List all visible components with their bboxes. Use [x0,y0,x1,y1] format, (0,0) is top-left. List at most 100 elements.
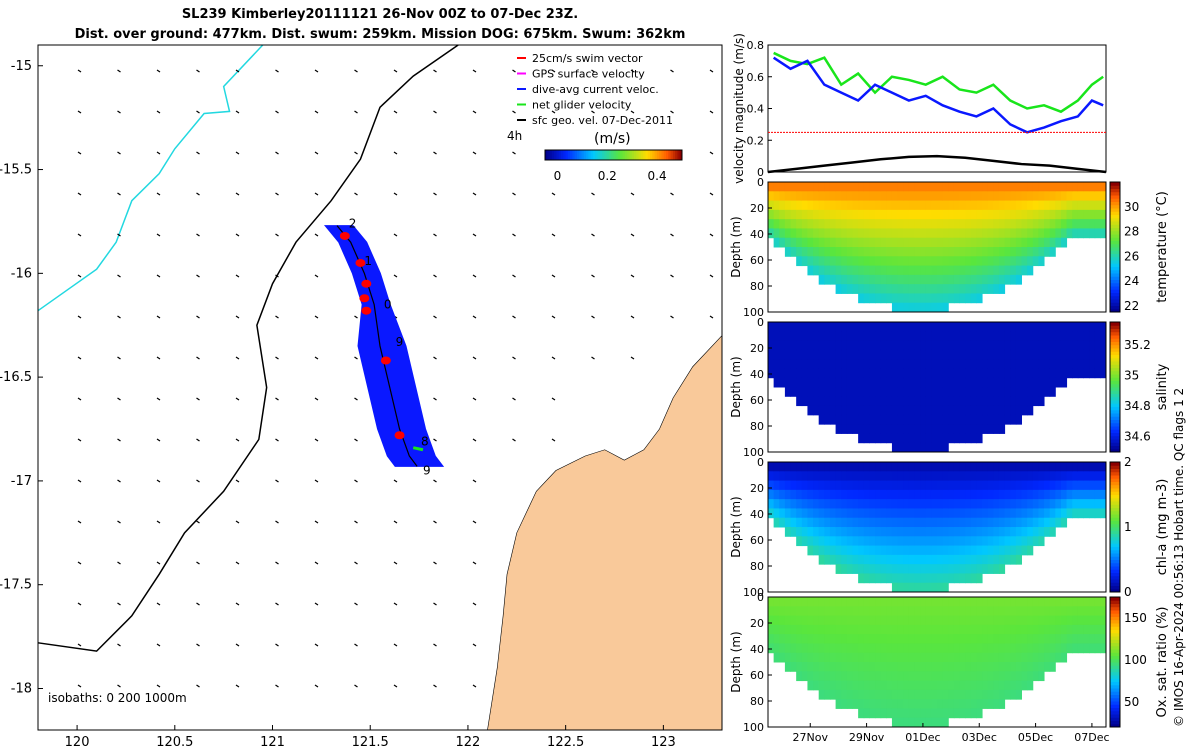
temperature-cell [931,237,938,248]
salinity-cell [993,387,1000,397]
temperature-cell [824,256,831,267]
chla-cell [863,554,870,565]
velocity-arrow [275,397,279,401]
temperature-cell [1055,182,1062,192]
temperature-cell [993,191,1000,202]
temperature-cell [970,274,977,285]
temperature-cell [982,200,989,211]
temperature-cell [1072,182,1079,192]
oxygen-cell [835,615,842,626]
temperature-cell [852,237,859,248]
oxygen-cell [829,689,837,700]
oxygen-cell [903,624,910,635]
chla-y-tick-label: 0 [757,456,764,469]
swim-vector-mark [380,356,391,365]
chla-cell [998,462,1006,472]
salinity-cell [897,396,904,407]
temperature-cell [897,219,904,229]
salinity-cell [1032,387,1039,397]
velocity-arrow [156,561,161,565]
chla-cell [953,499,961,509]
oxygen-cell [824,662,831,672]
temperature-cell [965,237,972,248]
salinity-cell [880,387,887,397]
colorbar-cell [629,150,633,160]
oxygen-cell [1010,643,1017,654]
velocity-series-line [773,51,1104,114]
salinity-panel [767,321,1121,453]
oxygen-cell [998,606,1006,617]
chla-cell [1004,462,1011,472]
temperature-colorbar-cell [1110,198,1120,202]
salinity-cell [869,349,876,360]
temperature-cell [903,293,910,304]
temperature-cell [931,200,938,211]
temperature-cell [773,228,780,239]
temperature-cell [970,219,977,229]
salinity-cell [970,424,977,434]
temperature-cell [1083,209,1090,220]
velocity-arrow [512,356,516,360]
salinity-cell [818,340,825,351]
velocity-arrow [314,356,319,360]
temperature-cell [1010,237,1017,248]
chla-frame [767,461,1107,593]
oxygen-cell [790,643,797,654]
salinity-cell [807,387,814,397]
temperature-cell [937,247,944,257]
temperature-colorbar-tick-label: 26 [1124,249,1139,263]
temperature-cell [987,200,994,211]
salinity-cell [982,349,989,360]
chla-cell [807,517,814,528]
chla-cell [824,489,831,500]
temperature-cell [1038,256,1045,267]
chla-cell [914,582,921,593]
oxygen-cell [773,652,780,663]
chla-colorbar-cell [1110,582,1120,586]
temperature-cell [1015,182,1022,192]
oxygen-cell [908,662,915,672]
temperature-cell [835,200,842,211]
temperature-cell [807,228,814,239]
temperature-cell [1055,200,1062,211]
oxygen-colorbar-cell [1110,642,1120,647]
chla-cell [942,582,949,593]
salinity-cell [858,396,865,407]
salinity-cell [869,424,876,434]
chla-cell [982,462,989,472]
velocity-arrow [354,643,358,647]
salinity-cell [858,322,865,332]
chla-y-tick-label: 20 [750,482,764,495]
velocity-arrow [117,438,121,442]
temperature-cell [920,247,927,257]
salinity-cell [1077,359,1084,369]
oxygen-cell [813,615,820,626]
salinity-cell [891,349,899,360]
oxygen-colorbar-cell [1110,610,1120,614]
temperature-cell [858,293,865,304]
temperature-cell [818,219,825,229]
chla-cell [976,536,983,547]
chla-cell [976,508,983,519]
temperature-cell [920,274,927,285]
chla-cell [891,508,899,519]
oxygen-cell [784,597,792,607]
chla-cell [959,517,966,528]
chla-cell [818,517,825,528]
temperature-cell [903,200,910,211]
salinity-cell [1027,377,1034,388]
temperature-cell [824,191,831,202]
oxygen-cell [903,643,910,654]
salinity-cell [931,349,938,360]
chla-cell [982,545,989,556]
salinity-cell [982,405,989,416]
temperature-cell [1066,219,1073,229]
salinity-cell [914,349,921,360]
salinity-cell [813,359,820,369]
chla-cell [970,499,977,509]
velocity-arrow [551,110,556,114]
temperature-cell [852,228,859,239]
oxygen-cell [852,597,859,607]
velocity-arrow [670,192,674,196]
oxygen-cell [959,699,966,709]
